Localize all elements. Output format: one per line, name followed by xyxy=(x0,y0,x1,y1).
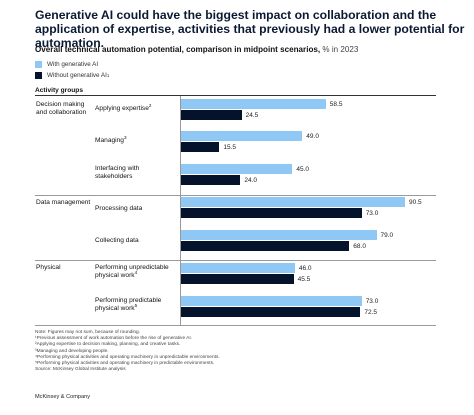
legend-label-without-genai: Without generative AI xyxy=(47,72,107,79)
bar-with-genai-0 xyxy=(181,99,326,109)
bar-with-genai-1 xyxy=(181,131,303,141)
bar-with-genai-4 xyxy=(181,230,377,240)
bar-without-genai-2 xyxy=(181,175,241,185)
data-label-with-genai-4: 79.0 xyxy=(380,231,394,239)
data-label-without-genai-6: 72.5 xyxy=(364,308,378,316)
legend: With generative AI Without generative AI… xyxy=(35,59,109,81)
footnote-0: Note: Figures may not sum, because of ro… xyxy=(35,330,141,335)
data-label-with-genai-6: 73.0 xyxy=(365,297,379,305)
value-axis-baseline xyxy=(180,96,181,325)
footnote-4: ⁴Performing physical activities and oper… xyxy=(35,354,220,360)
bottom-rule xyxy=(35,325,436,326)
group-divider-2 xyxy=(35,260,436,261)
data-label-without-genai-1: 15.5 xyxy=(223,143,237,151)
data-label-without-genai-4: 68.0 xyxy=(353,242,366,250)
group-label-1: Data management xyxy=(36,199,91,206)
footnote-1: ¹Previous assessment of work automation … xyxy=(35,336,193,342)
data-label-without-genai-2: 24.0 xyxy=(244,176,258,184)
category-label-5: Performing unpredictable physical work4 xyxy=(95,264,169,279)
data-label-with-genai-5: 46.0 xyxy=(298,264,312,272)
bar-with-genai-5 xyxy=(181,263,295,273)
brand-logo-text: McKinsey & Company xyxy=(35,394,91,400)
axis-title-activity-groups: Activity groups xyxy=(35,87,83,94)
data-label-with-genai-0: 58.5 xyxy=(329,100,343,108)
subtitle-unit: % in 2023 xyxy=(322,45,359,54)
data-label-with-genai-2: 45.0 xyxy=(296,165,310,173)
footnote-3: ³Managing and developing people. xyxy=(35,348,109,354)
data-label-with-genai-3: 90.5 xyxy=(409,198,422,206)
category-label-1: Managing3 xyxy=(95,134,127,144)
legend-label-with-genai: With generative AI xyxy=(47,61,99,68)
data-label-without-genai-0: 24.5 xyxy=(245,111,259,119)
bar-with-genai-2 xyxy=(181,164,293,174)
footnote-source: Source: McKinsey Global Institute analys… xyxy=(35,367,126,373)
legend-item-without-genai: Without generative AI 1 xyxy=(35,70,109,81)
chart-title: Generative AI could have the biggest imp… xyxy=(35,8,465,50)
legend-swatch-with-genai xyxy=(35,61,42,68)
bar-without-genai-4 xyxy=(181,241,350,251)
data-label-with-genai-1: 49.0 xyxy=(306,132,319,140)
bar-without-genai-3 xyxy=(181,208,362,218)
legend-item-with-genai: With generative AI xyxy=(35,59,109,70)
group-label-0: Decision making and collaboration xyxy=(36,101,87,116)
data-label-without-genai-3: 73.0 xyxy=(365,209,379,217)
legend-swatch-without-genai xyxy=(35,72,42,79)
header-rule xyxy=(35,95,436,96)
data-label-without-genai-5: 45.5 xyxy=(297,275,311,283)
bar-without-genai-1 xyxy=(181,142,220,152)
category-label-0: Applying expertise2 xyxy=(95,102,152,112)
group-label-2: Physical xyxy=(36,264,61,271)
group-divider-1 xyxy=(35,195,436,196)
category-label-4: Collecting data xyxy=(95,237,139,244)
bar-without-genai-0 xyxy=(181,110,242,120)
category-label-2: Interfacing with stakeholders xyxy=(95,165,140,180)
subtitle-text: Overall technical automation potential, … xyxy=(35,45,321,54)
bar-with-genai-6 xyxy=(181,296,362,306)
bar-without-genai-6 xyxy=(181,307,361,317)
category-label-3: Processing data xyxy=(95,205,143,212)
bar-with-genai-3 xyxy=(181,197,405,207)
category-label-6: Performing predictable physical work5 xyxy=(95,297,162,312)
chart-subtitle: Overall technical automation potential, … xyxy=(35,45,465,54)
bar-without-genai-5 xyxy=(181,274,294,284)
footnotes: Note: Figures may not sum, because of ro… xyxy=(35,330,465,373)
footnote-2: ²Applying expertise to decision making, … xyxy=(35,342,181,348)
footnote-5: ⁵Performing physical activities and oper… xyxy=(35,361,215,367)
